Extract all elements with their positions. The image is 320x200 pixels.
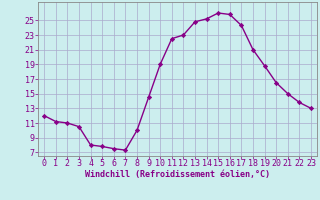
X-axis label: Windchill (Refroidissement éolien,°C): Windchill (Refroidissement éolien,°C) <box>85 170 270 179</box>
